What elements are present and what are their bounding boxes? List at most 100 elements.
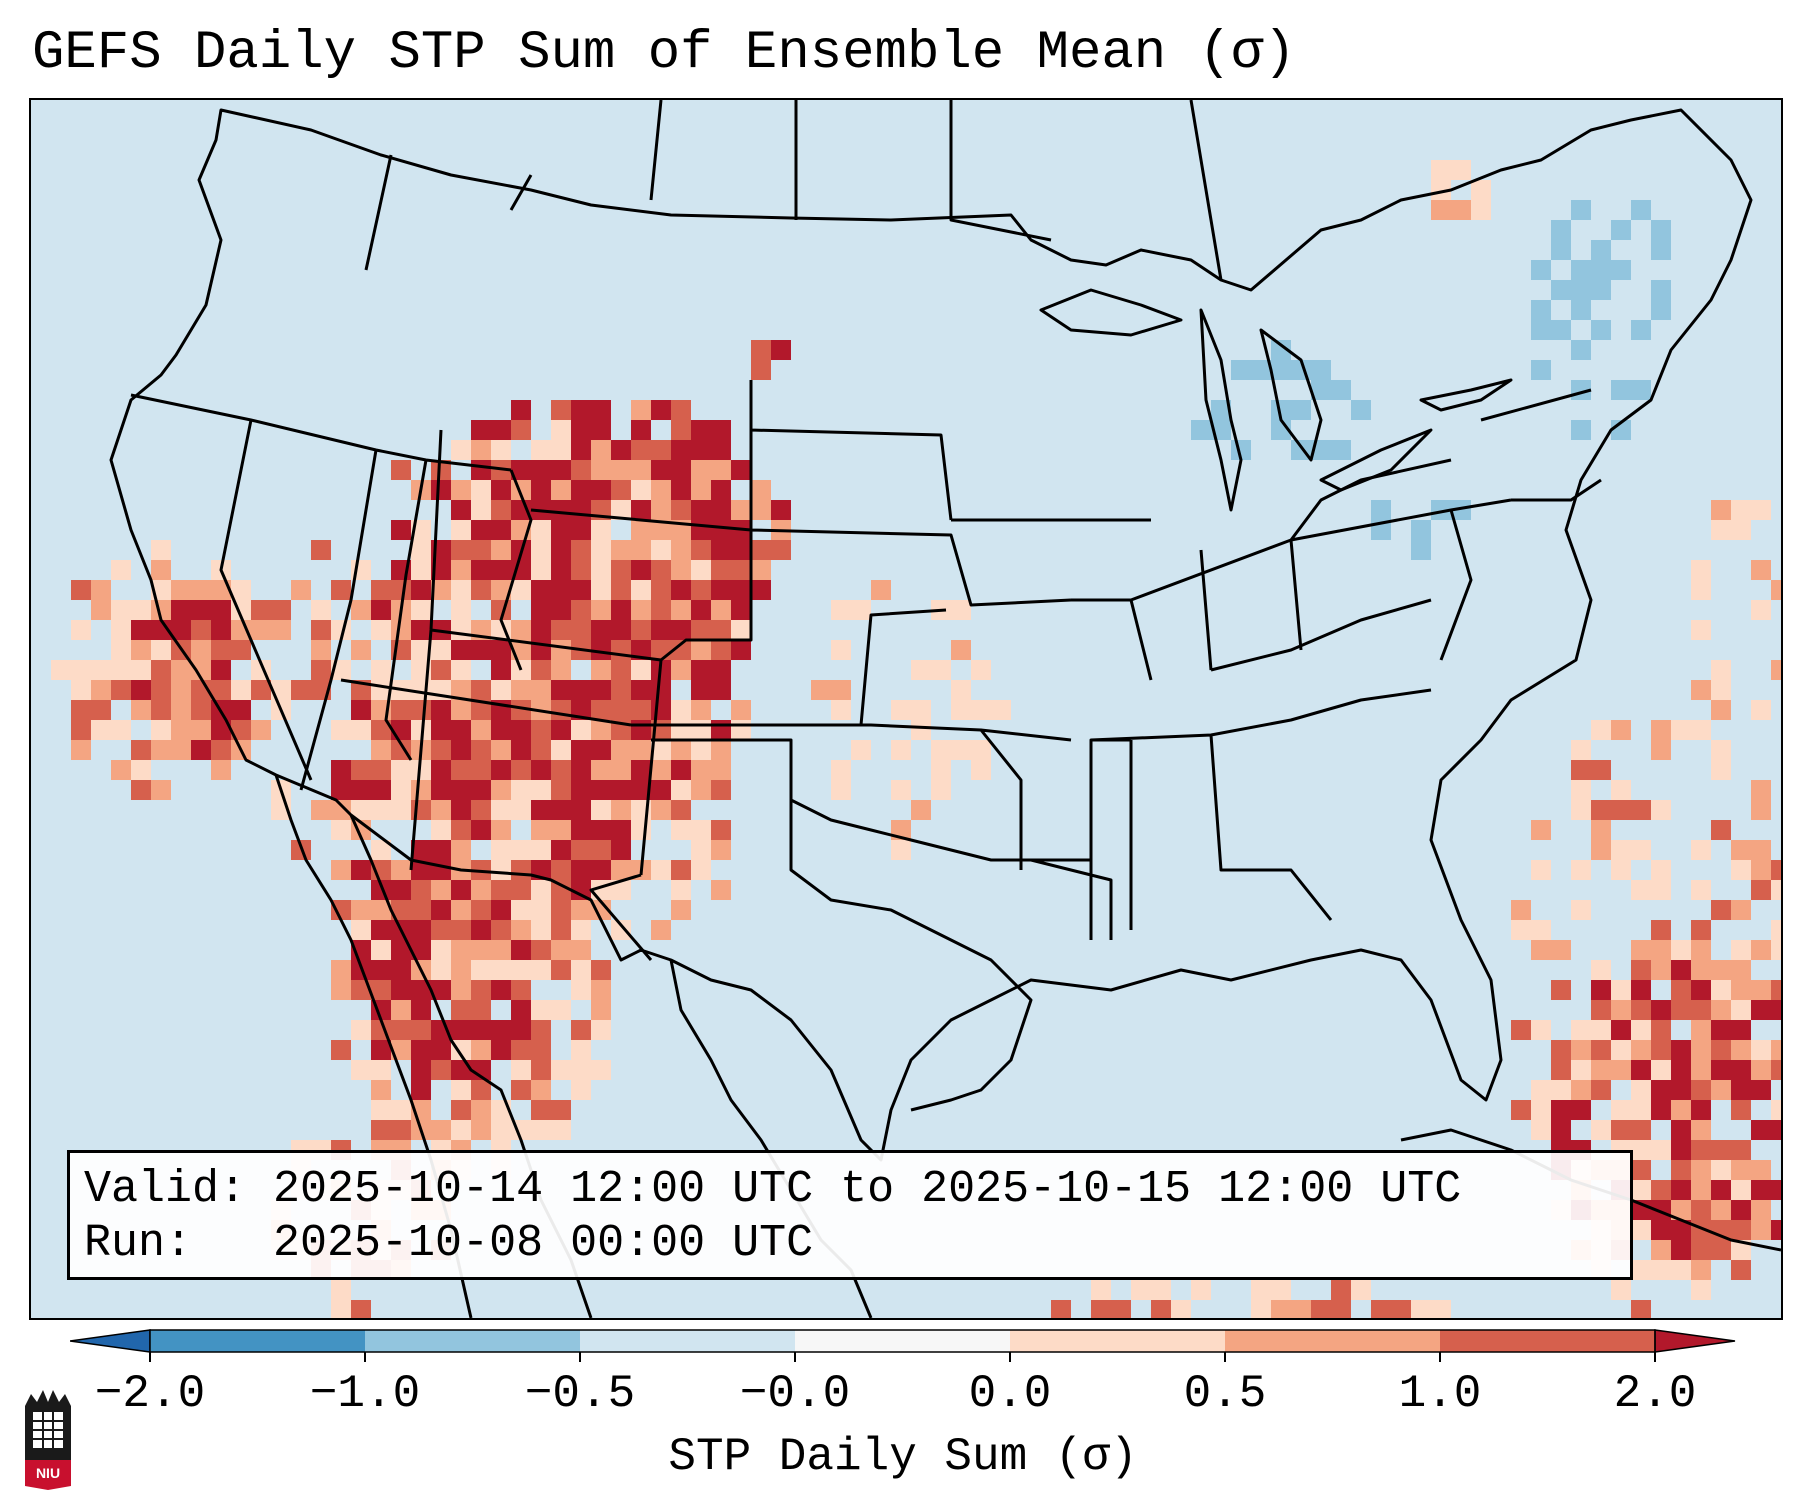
field-cell — [1331, 1280, 1351, 1300]
field-cell — [1091, 1300, 1111, 1318]
field-cell — [1631, 1040, 1651, 1060]
field-cell — [511, 740, 531, 760]
field-cell — [1571, 280, 1591, 300]
field-cell — [1651, 220, 1671, 240]
field-cell — [1691, 720, 1711, 740]
field-cell — [1651, 1080, 1671, 1100]
field-cell — [1691, 1100, 1711, 1120]
field-cell — [431, 820, 451, 840]
field-cell — [1591, 800, 1611, 820]
field-cell — [371, 940, 391, 960]
field-cell — [551, 960, 571, 980]
field-cell — [1631, 1020, 1651, 1040]
field-cell — [551, 480, 571, 500]
field-cell — [1691, 680, 1711, 700]
field-cell — [1711, 700, 1731, 720]
field-cell — [1531, 1120, 1551, 1140]
canada-province-lines — [364, 100, 1223, 281]
field-cell — [451, 800, 471, 820]
field-cell — [331, 800, 351, 820]
field-cell — [631, 500, 651, 520]
field-cell — [1511, 920, 1531, 940]
field-cell — [631, 680, 651, 700]
field-cell — [331, 900, 351, 920]
field-cell — [411, 720, 431, 740]
field-cell — [411, 980, 431, 1000]
field-cell — [1671, 1080, 1691, 1100]
field-cell — [1731, 900, 1751, 920]
field-cell — [1751, 1080, 1771, 1100]
field-cell — [1631, 800, 1651, 820]
field-cell — [1731, 860, 1751, 880]
field-cell — [571, 980, 591, 1000]
field-cell — [1251, 1280, 1271, 1300]
field-cell — [671, 580, 691, 600]
field-cell — [1691, 980, 1711, 1000]
field-cell — [911, 720, 931, 740]
field-cell — [1671, 1200, 1691, 1220]
field-cell — [651, 640, 671, 660]
field-cell — [451, 920, 471, 940]
field-cell — [411, 780, 431, 800]
field-cell — [491, 440, 511, 460]
field-cell — [691, 420, 711, 440]
field-cell — [1531, 360, 1551, 380]
field-cell — [1671, 720, 1691, 740]
field-cell — [891, 840, 911, 860]
field-cell — [591, 460, 611, 480]
field-cell — [131, 680, 151, 700]
field-cell — [711, 560, 731, 580]
field-cell — [1751, 1120, 1771, 1140]
field-cell — [431, 480, 451, 500]
field-cell — [1531, 260, 1551, 280]
field-cell — [591, 1060, 611, 1080]
field-cell — [711, 460, 731, 480]
field-cell — [1711, 520, 1731, 540]
field-cell — [671, 560, 691, 580]
field-cell — [431, 780, 451, 800]
field-cell — [631, 480, 651, 500]
field-cell — [971, 760, 991, 780]
field-cell — [651, 600, 671, 620]
field-cell — [431, 920, 451, 940]
field-cell — [111, 720, 131, 740]
field-cell — [411, 920, 431, 940]
colorbar-tick-label: −2.0 — [94, 1368, 206, 1420]
field-cell — [371, 1060, 391, 1080]
field-cell — [611, 700, 631, 720]
field-cell — [691, 560, 711, 580]
field-cell — [451, 640, 471, 660]
field-cell — [471, 1080, 491, 1100]
field-cell — [1131, 1280, 1151, 1300]
field-cell — [431, 760, 451, 780]
field-cell — [1351, 1280, 1371, 1300]
field-cell — [1731, 500, 1751, 520]
field-cell — [1551, 320, 1571, 340]
field-cell — [111, 560, 131, 580]
field-cell — [551, 620, 571, 640]
field-cell — [1631, 380, 1651, 400]
field-cell — [1511, 1020, 1531, 1040]
field-cell — [1671, 1060, 1691, 1080]
field-cell — [1611, 380, 1631, 400]
field-cell — [691, 600, 711, 620]
field-cell — [391, 860, 411, 880]
field-cell — [1691, 960, 1711, 980]
field-cell — [451, 600, 471, 620]
run-time-line: Run: 2025-10-08 00:00 UTC — [84, 1218, 814, 1269]
field-cell — [691, 460, 711, 480]
field-cell — [551, 400, 571, 420]
field-cell — [371, 1120, 391, 1140]
field-cell — [611, 580, 631, 600]
field-cell — [1631, 940, 1651, 960]
field-cell — [71, 620, 91, 640]
field-cell — [491, 880, 511, 900]
field-cell — [1771, 880, 1781, 900]
field-cell — [231, 580, 251, 600]
field-cell — [591, 680, 611, 700]
field-cell — [1751, 840, 1771, 860]
field-cell — [1631, 1180, 1651, 1200]
field-cell — [671, 700, 691, 720]
field-cell — [351, 920, 371, 940]
field-cell — [691, 660, 711, 680]
